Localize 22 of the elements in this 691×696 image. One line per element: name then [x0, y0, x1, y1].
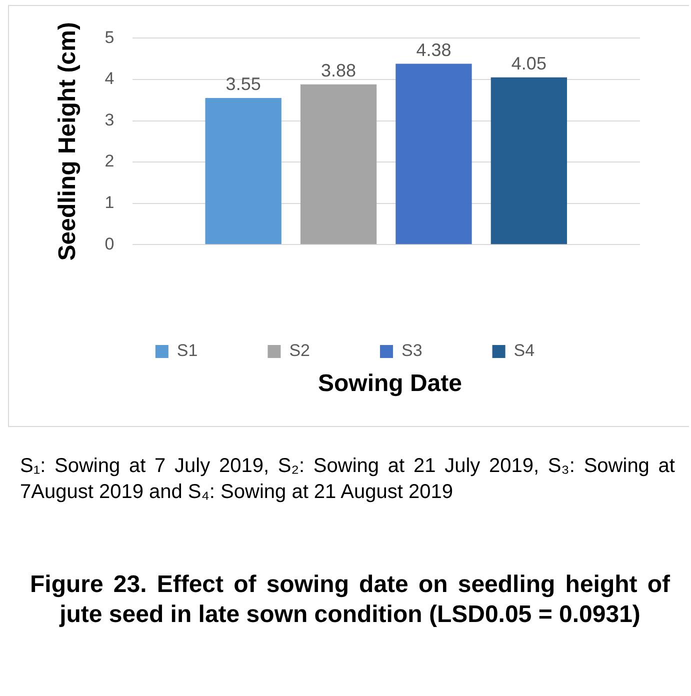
y-tick-label: 5 [104, 28, 114, 47]
x-axis-title: Sowing Date [316, 370, 463, 398]
legend-label: S1 [176, 341, 198, 360]
bar [490, 77, 568, 244]
legend-label: S3 [402, 341, 422, 360]
bar [205, 98, 282, 244]
legend-label: S4 [514, 341, 535, 360]
bar [396, 64, 472, 244]
text: Figure 23. Effect of sowing date on seedling height of jute seed in late sown condition (LSD0.05 = 0.0931) [30, 570, 670, 630]
y-axis-title: Seedling Height (cm) [54, 22, 82, 261]
y-tick-label: 0 [104, 234, 114, 254]
data-label: 3.88 [321, 60, 356, 80]
legend-label: S2 [289, 341, 310, 360]
data-label: 3.55 [226, 74, 261, 94]
y-tick-label: 2 [104, 152, 114, 171]
y-tick-label: 1 [104, 193, 114, 212]
bar [300, 84, 377, 244]
y-tick-label: 4 [104, 69, 114, 88]
text: S₁: Sowing at 7 July 2019, S₂: Sowing at 21 July 2019, S₃: Sowing at 7August 2019 and S₄: Sowing at 21 August 2019 [20, 454, 675, 505]
data-label: 4.38 [416, 40, 452, 60]
y-tick-label: 3 [104, 110, 114, 130]
data-label: 4.05 [511, 53, 546, 74]
